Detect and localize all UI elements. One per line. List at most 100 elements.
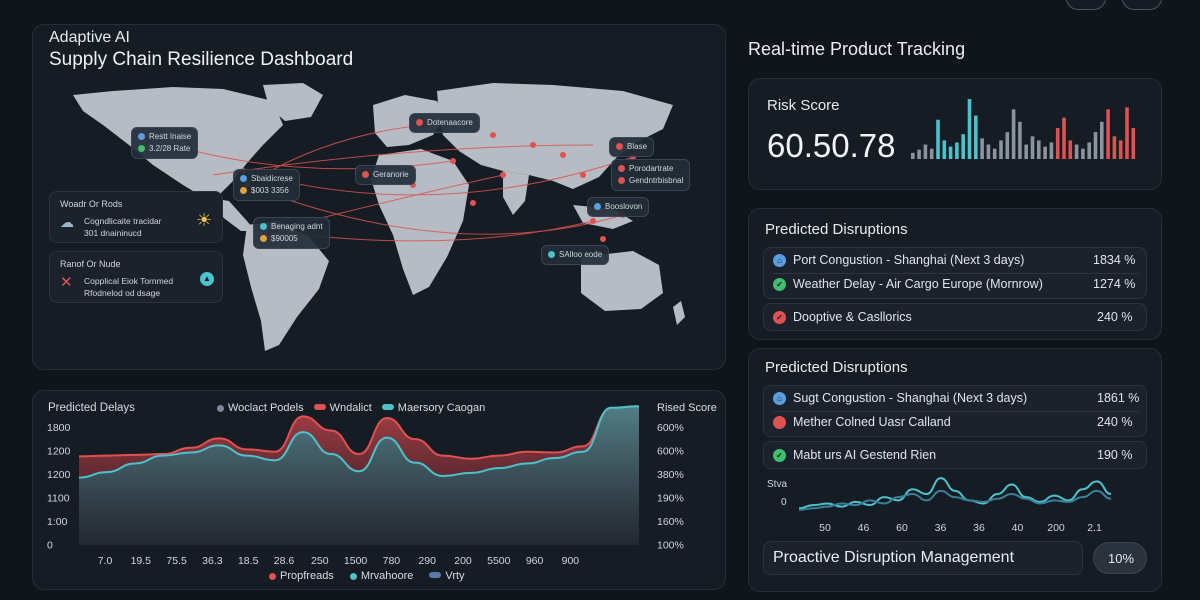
risk-bar: [967, 99, 972, 159]
mini-series-line: [798, 489, 1112, 511]
risk-bar: [980, 138, 984, 159]
risk-bar: [1043, 146, 1047, 159]
x-tick-label: 780: [383, 555, 401, 567]
risk-bar: [1081, 148, 1085, 159]
weather-card-line1: Cogndlicaite tracidar: [84, 216, 162, 226]
mini-chart-label: Stva: [767, 479, 788, 490]
divider: [773, 273, 1139, 274]
y-tick-label: 1200: [47, 469, 71, 481]
map-tag-label: Sbaidicrese: [251, 174, 293, 183]
map-tag-value: Gendntrbisbnal: [629, 176, 684, 185]
map-tag-label: Booslovon: [605, 202, 643, 211]
mini-x-tick: 50: [819, 522, 831, 534]
legend-item-grey[interactable]: Woclact Podels: [217, 402, 304, 414]
risk-bar: [911, 152, 915, 159]
x-tick-label: 900: [562, 555, 580, 567]
risk-bar: [1049, 142, 1054, 159]
risk-bar-chart: [911, 99, 1136, 159]
map-tag-8[interactable]: Booslovon: [587, 197, 650, 217]
amber-dot-icon: [260, 235, 267, 242]
risk-bar: [1005, 132, 1010, 159]
x-tick-label: 5500: [487, 555, 511, 567]
map-tag-5[interactable]: Benaging adnt $90005: [253, 217, 330, 249]
proactive-management-button[interactable]: [763, 541, 1083, 575]
risk-bar: [961, 134, 965, 159]
y-right-tick-label: 160%: [657, 516, 684, 528]
risk-card-line1: Copplical Eiok Tornmed: [84, 276, 174, 286]
map-tag-7[interactable]: Porodartrate Gendntrbisbnal: [611, 159, 691, 191]
risk-bar: [1068, 140, 1073, 159]
disruptions-2-title: Predicted Disruptions: [765, 359, 908, 376]
risk-bar: [1011, 109, 1016, 159]
risk-bar: [1074, 144, 1079, 159]
map-tag-1[interactable]: Restt Inaise 3.2/28 Rate: [131, 127, 199, 159]
y-right-tick-label: 600%: [657, 446, 684, 458]
delays-panel: Predicted Delays Rised Score Woclact Pod…: [32, 390, 726, 590]
risk-bar: [923, 144, 928, 159]
cloud-icon: ☁: [60, 214, 74, 230]
mini-x-tick: 36: [935, 522, 947, 534]
series-line-teal: [78, 405, 640, 479]
disruption-item-port-congestion[interactable]: ⌂ Port Congustion - Shanghai (Next 3 days…: [773, 253, 1024, 267]
risk-bar: [1087, 142, 1091, 159]
proactive-value-pill[interactable]: 10%: [1093, 542, 1147, 574]
disruption-value: 240 %: [1097, 310, 1133, 324]
disruption-value: 1834 %: [1093, 253, 1136, 267]
teal-dot-icon: [548, 251, 555, 258]
legend-bottom-teal[interactable]: Mrvahoore: [349, 570, 413, 582]
red-dot-icon: [362, 171, 369, 178]
disruption-item-mabt[interactable]: [763, 441, 1147, 469]
menu-button[interactable]: [1122, 0, 1162, 10]
world-map: [73, 83, 685, 351]
amber-dot-icon: [240, 187, 247, 194]
x-tick-label: 75.5: [166, 555, 187, 567]
disruption-item-dooptive-label: ✓ Dooptive & Casllorics: [773, 310, 912, 324]
weather-card[interactable]: Woadr Or Rods ☁ Cogndlicaite tracidar 30…: [49, 191, 223, 243]
disruption-item-sugt-congestion[interactable]: ⌂ Sugt Congustion - Shanghai (Next 3 days…: [773, 391, 1027, 405]
map-tag-6[interactable]: Blase: [609, 137, 655, 157]
risk-score-label: Risk Score: [767, 97, 840, 114]
disruption-item-mether[interactable]: Mether Colned Uasr Calland: [773, 415, 951, 429]
x-tick-label: 7.0: [98, 555, 113, 567]
risk-card[interactable]: Ranof Or Nude ✕ Copplical Eiok Tornmed R…: [49, 251, 223, 303]
disruption-label: Port Congustion - Shanghai (Next 3 days): [793, 253, 1025, 267]
mini-x-tick: 2.1: [1087, 522, 1102, 534]
risk-bar: [1106, 109, 1110, 159]
y-right-tick-label: 190%: [657, 493, 684, 505]
x-tick-label: 250: [311, 555, 329, 567]
risk-score-panel: Risk Score 60.50.78: [748, 78, 1162, 190]
mini-chart-zero: 0: [781, 497, 787, 508]
disruption-item-weather-delay[interactable]: ✓ Weather Delay - Air Cargo Europe (Mornr…: [773, 277, 1043, 291]
x-tick-label: 19.5: [131, 555, 152, 567]
disruption-value: 1274 %: [1093, 277, 1136, 291]
risk-bar: [1030, 136, 1035, 159]
proactive-value: 10%: [1108, 551, 1135, 566]
disruption-label: Dooptive & Casllorics: [793, 310, 912, 324]
disruption-item-dooptive[interactable]: [763, 303, 1147, 331]
map-tag-4[interactable]: Geranorie: [355, 165, 416, 185]
mini-series-line: [798, 477, 1112, 510]
mini-x-tick: 200: [1047, 522, 1065, 534]
map-tag-2[interactable]: Dotenaacore: [409, 113, 480, 133]
legend-bottom-red[interactable]: Propfreads: [269, 570, 334, 582]
risk-bar: [1018, 121, 1022, 159]
teal-dot-icon: [260, 223, 267, 230]
x-tick-label: 28.6: [274, 555, 295, 567]
blue-dot-icon: [138, 133, 145, 140]
risk-bar: [1112, 136, 1117, 159]
legend-bottom-blue[interactable]: Vrty: [429, 570, 465, 582]
risk-bar: [992, 148, 997, 159]
legend-item-teal[interactable]: Maersory Caogan: [381, 402, 485, 414]
map-tag-3[interactable]: Sbaidicrese $003 3356: [233, 169, 300, 201]
series-line-red: [78, 406, 640, 460]
legend-item-red[interactable]: Wndalict: [313, 402, 372, 414]
settings-button[interactable]: [1066, 0, 1106, 10]
disruption-value: 240 %: [1097, 415, 1133, 429]
risk-bar: [974, 115, 978, 159]
divider: [773, 411, 1139, 412]
risk-bar: [936, 119, 940, 159]
y-tick-label: 1100: [47, 493, 70, 505]
map-tag-9[interactable]: SAlloo eode: [541, 245, 610, 265]
map-panel: Adaptive AI Supply Chain Resilience Dash…: [32, 24, 726, 370]
check-icon: ✓: [773, 448, 786, 462]
